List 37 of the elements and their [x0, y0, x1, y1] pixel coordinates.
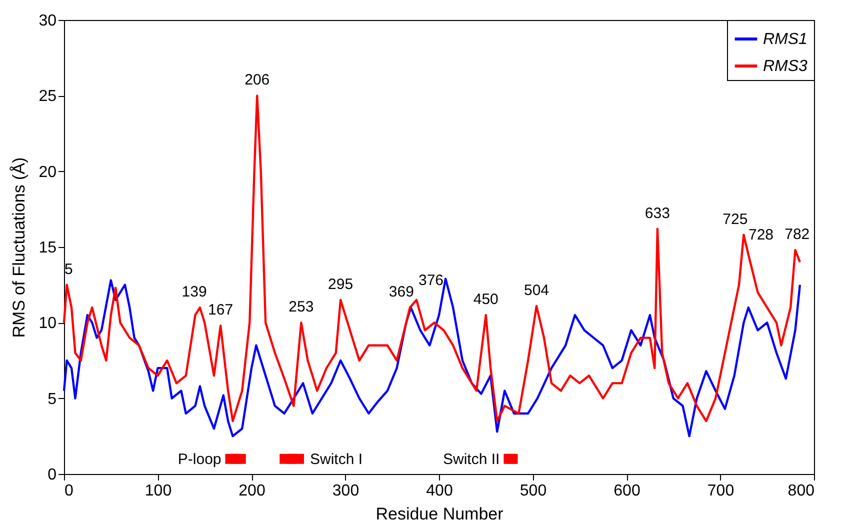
- x-tick-label: 200: [238, 482, 266, 500]
- y-tick-label: 5: [48, 390, 57, 408]
- annotation: 504: [524, 282, 550, 300]
- y-tick-label: 30: [38, 12, 57, 30]
- x-tick-label: 800: [788, 482, 815, 500]
- y-tick-label: 0: [48, 466, 57, 484]
- legend-label: RMS3: [763, 58, 808, 75]
- annotation: Switch I: [310, 450, 363, 468]
- legend-label: RMS1: [763, 31, 808, 48]
- annotation: 5: [64, 260, 73, 278]
- y-tick-label: 15: [38, 240, 57, 256]
- x-tick-label: 400: [426, 482, 453, 500]
- x-axis-title: Residue Number: [376, 504, 504, 524]
- y-tick-label: 20: [38, 164, 57, 181]
- annotation: 139: [182, 284, 207, 301]
- annotation: 206: [244, 72, 270, 89]
- x-tick-label: 100: [144, 482, 172, 500]
- annotation: 167: [208, 302, 234, 319]
- x-tick-label: 600: [614, 482, 640, 500]
- annotation: 295: [328, 276, 354, 293]
- annotation: 782: [784, 226, 810, 244]
- annotation: 725: [722, 210, 748, 228]
- annotation: 633: [644, 204, 670, 222]
- x-tick-label: 0: [64, 482, 74, 500]
- y-tick-label: 10: [38, 315, 57, 332]
- x-tick-label: 500: [520, 482, 547, 500]
- x-tick-label: 300: [332, 482, 360, 500]
- annotation: P-loop: [178, 450, 222, 468]
- annotation: Switch II: [443, 450, 500, 468]
- annotation: 376: [418, 272, 444, 289]
- annotation: 369: [388, 284, 414, 301]
- y-tick-label: 25: [38, 88, 57, 106]
- annotation: 728: [748, 226, 774, 244]
- y-axis-title: RMS of Fluctuations (Å): [10, 157, 29, 338]
- x-tick-label: 700: [707, 482, 734, 500]
- annotation: 253: [288, 298, 314, 316]
- annotation: 450: [473, 291, 498, 308]
